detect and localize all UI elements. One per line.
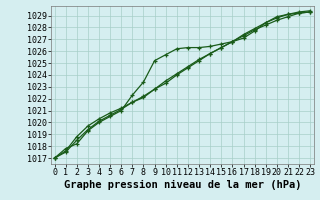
X-axis label: Graphe pression niveau de la mer (hPa): Graphe pression niveau de la mer (hPa)	[64, 180, 301, 190]
